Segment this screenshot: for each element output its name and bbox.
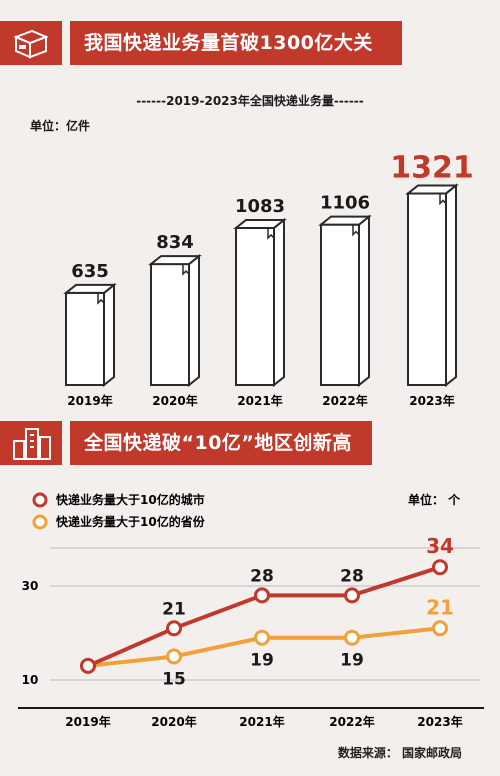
bar-value-label: 635 — [71, 261, 109, 282]
bar-value-label: 1083 — [235, 196, 285, 217]
category-label: 2021年 — [239, 714, 284, 729]
y-tick-label: 10 — [22, 673, 39, 687]
data-point — [432, 620, 448, 637]
section1-banner: 我国快递业务量首破1300亿大关 — [0, 21, 500, 65]
section2-title: 全国快递破“10亿”地区创新高 — [84, 432, 352, 454]
category-label: 2022年 — [329, 714, 374, 729]
chart2-unit: 单位： 个 — [408, 492, 461, 507]
bar-2022年 — [318, 214, 372, 388]
category-label: 2023年 — [417, 714, 462, 729]
bar-2023年 — [405, 183, 459, 388]
category-label: 2019年 — [67, 393, 112, 408]
legend-marker — [32, 514, 48, 530]
data-point — [166, 648, 182, 665]
category-label: 2021年 — [237, 393, 282, 408]
data-point — [80, 657, 96, 674]
data-label: 19 — [250, 651, 274, 671]
section2-banner: 全国快递破“10亿”地区创新高 — [0, 421, 500, 465]
data-point — [344, 587, 360, 604]
data-label: 19 — [340, 651, 364, 671]
category-label: 2020年 — [152, 393, 197, 408]
data-point — [254, 629, 270, 646]
bar-value-label: 1106 — [320, 193, 370, 214]
data-source: 数据来源： 国家邮政局 — [337, 746, 462, 760]
building-icon — [13, 428, 51, 460]
chart1-subtitle: ------2019-2023年全国快递业务量------ — [136, 94, 364, 108]
data-label: 34 — [426, 534, 454, 558]
legend-label: 快递业务量大于10亿的省份 — [56, 514, 206, 529]
bar-value-label: 834 — [156, 232, 194, 253]
data-point — [254, 587, 270, 604]
bar-2021年 — [233, 217, 287, 388]
data-label: 21 — [426, 595, 454, 619]
data-point — [344, 629, 360, 646]
section1-title: 我国快递业务量首破1300亿大关 — [84, 32, 373, 54]
data-point — [166, 620, 182, 637]
category-label: 2020年 — [151, 714, 196, 729]
data-label: 28 — [340, 566, 364, 586]
data-label: 28 — [250, 566, 274, 586]
category-label: 2023年 — [409, 393, 454, 408]
bar-value-label: 1321 — [390, 150, 474, 185]
data-label: 15 — [162, 670, 186, 690]
data-label: 21 — [162, 599, 186, 619]
legend-marker — [32, 492, 48, 508]
package-icon — [13, 29, 49, 59]
legend-label: 快递业务量大于10亿的城市 — [56, 492, 205, 507]
banner-title-bar — [70, 21, 402, 65]
y-tick-label: 30 — [22, 579, 39, 593]
bar-2020年 — [148, 253, 202, 388]
bar-chart: 635 2019年 834 2020年 1083 2021年 1106 2022年 1321 20… — [63, 150, 474, 408]
bar-2019年 — [63, 282, 117, 388]
category-label: 2019年 — [65, 714, 110, 729]
category-label: 2022年 — [322, 393, 367, 408]
chart1-unit: 单位：亿件 — [30, 119, 91, 133]
data-point — [432, 559, 448, 576]
